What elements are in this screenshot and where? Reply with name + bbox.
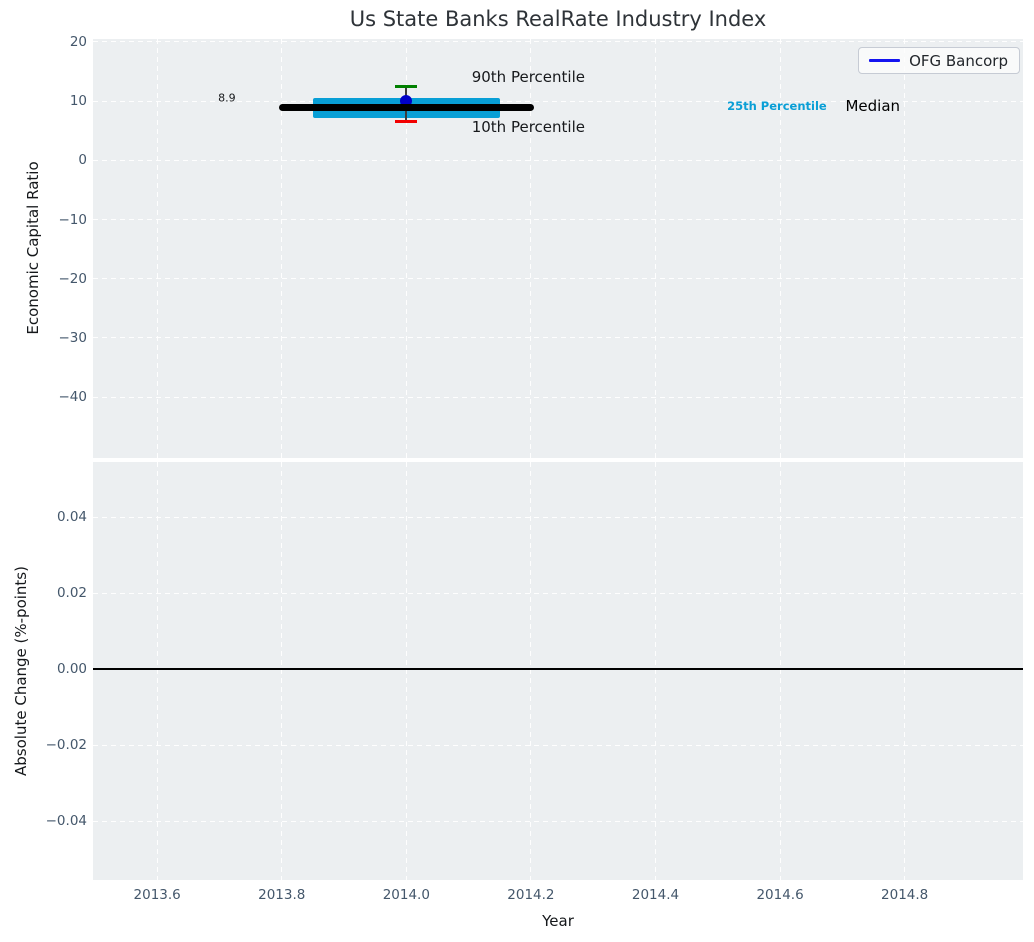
gridline-vertical bbox=[654, 39, 656, 458]
legend-line-swatch bbox=[869, 59, 901, 62]
gridline-vertical bbox=[779, 462, 781, 880]
median-line bbox=[278, 104, 534, 112]
zero-line bbox=[93, 668, 1023, 671]
y-tick-label: 0.00 bbox=[56, 661, 87, 678]
annotation-p90-label: 90th Percentile bbox=[471, 68, 585, 87]
gridline-horizontal bbox=[93, 516, 1023, 518]
annotation-p10-label: 10th Percentile bbox=[471, 117, 585, 136]
y-tick-label: −10 bbox=[58, 211, 88, 228]
gridline-vertical bbox=[530, 39, 532, 458]
gridline-vertical bbox=[904, 39, 906, 458]
y-tick-label: 0 bbox=[78, 152, 87, 169]
gridline-horizontal bbox=[93, 100, 1023, 102]
x-tick-label: 2014.0 bbox=[382, 887, 430, 903]
gridline-vertical bbox=[156, 462, 158, 880]
x-tick-label: 2014.6 bbox=[756, 887, 804, 903]
x-tick-label: 2013.6 bbox=[133, 887, 181, 903]
p90-cap bbox=[395, 85, 418, 89]
legend-label: OFG Bancorp bbox=[909, 51, 1008, 70]
gridline-vertical bbox=[281, 462, 283, 880]
y-tick-label: 20 bbox=[69, 33, 87, 50]
legend: OFG Bancorp bbox=[858, 47, 1020, 74]
y-tick-label: 0.02 bbox=[56, 585, 87, 602]
y-axis-label-top: Economic Capital Ratio bbox=[24, 161, 42, 335]
gridline-vertical bbox=[405, 39, 407, 458]
annotation-median-value: 8.9 bbox=[218, 91, 236, 105]
plot-area-top: OFG Bancorp 8.9 90th Percentile 10th Perce… bbox=[93, 39, 1023, 458]
plot-area-bottom bbox=[93, 462, 1023, 880]
gridline-horizontal bbox=[93, 219, 1023, 220]
gridline-horizontal bbox=[93, 278, 1023, 280]
y-tick-label: −20 bbox=[58, 270, 88, 287]
y-tick-label: 10 bbox=[69, 93, 87, 110]
chart-title: Us State Banks RealRate Industry Index bbox=[349, 7, 767, 31]
y-tick-label: −40 bbox=[58, 389, 88, 406]
gridline-horizontal bbox=[93, 41, 1023, 43]
gridline-horizontal bbox=[93, 396, 1023, 398]
p10-cap bbox=[395, 120, 418, 124]
gridline-horizontal bbox=[93, 744, 1023, 746]
gridline-vertical bbox=[904, 462, 906, 880]
y-tick-label: −30 bbox=[58, 329, 88, 346]
gridline-vertical bbox=[156, 39, 158, 458]
gridline-horizontal bbox=[93, 337, 1023, 339]
gridline-vertical bbox=[281, 39, 283, 458]
x-tick-label: 2014.4 bbox=[631, 887, 680, 903]
y-tick-label: −0.04 bbox=[45, 813, 87, 830]
annotation-median-label: Median bbox=[845, 97, 901, 116]
gridline-horizontal bbox=[93, 592, 1023, 594]
x-tick-label: 2014.2 bbox=[507, 887, 555, 903]
gridline-vertical bbox=[779, 39, 781, 458]
company-dot bbox=[400, 95, 413, 108]
x-axis-label: Year bbox=[542, 912, 574, 930]
x-tick-label: 2014.8 bbox=[881, 887, 929, 903]
gridline-vertical bbox=[405, 462, 407, 880]
gridline-vertical bbox=[654, 462, 656, 880]
annotation-p25-label: 25th Percentile bbox=[727, 99, 827, 114]
x-tick-label: 2013.8 bbox=[258, 887, 306, 903]
gridline-horizontal bbox=[93, 159, 1023, 161]
gridline-vertical bbox=[530, 462, 532, 880]
y-tick-label: −0.02 bbox=[45, 737, 87, 754]
y-tick-label: 0.04 bbox=[56, 509, 87, 526]
gridline-horizontal bbox=[93, 820, 1023, 822]
